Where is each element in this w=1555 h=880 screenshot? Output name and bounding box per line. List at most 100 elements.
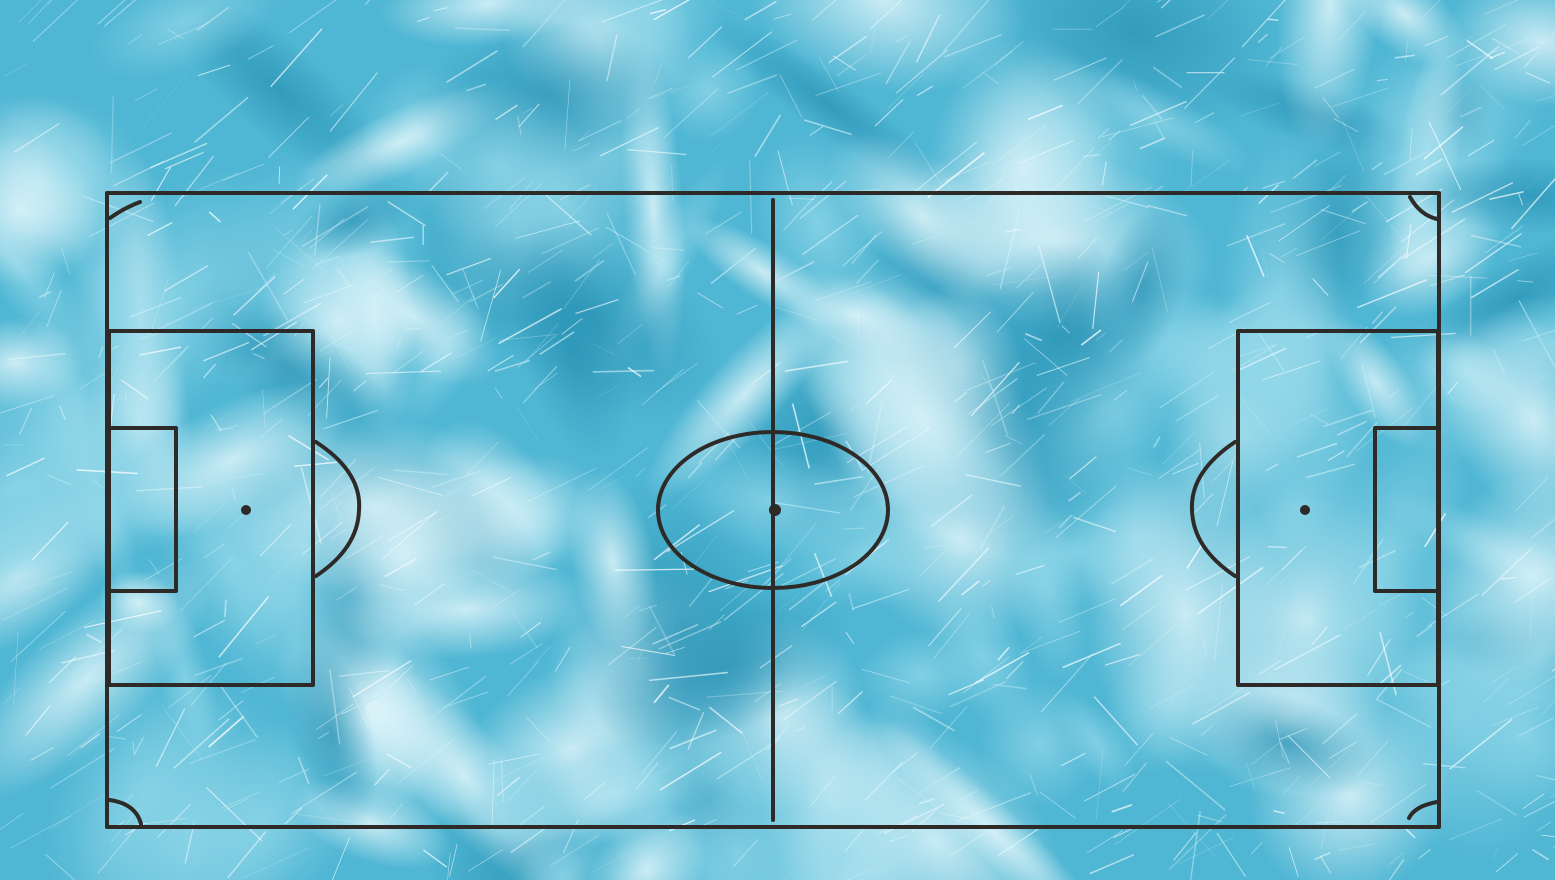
ice-scratch [828,334,897,370]
ice-scratch [414,583,445,606]
ice-scratch [1460,106,1483,118]
ice-scratch [469,633,472,649]
ice-scratch [251,273,275,298]
ice-scratch [1241,102,1280,117]
ice-scratch [1122,0,1131,7]
ice-scratch [1424,35,1449,47]
ice-scratch [206,787,263,842]
ice-scratch [1202,638,1208,658]
ice-scratch [1440,45,1500,96]
ice-scratch [1388,858,1405,880]
ice-scratch [1415,158,1443,176]
ice-scratch [592,369,655,373]
ice-scratch [1246,762,1255,790]
ice-scratch [244,847,309,878]
ice-scratch [1356,279,1428,309]
ice-blob [855,628,989,722]
ice-scratch [498,333,559,341]
ice-scratch [31,521,69,561]
ice-scratch [1108,339,1124,354]
ice-scratch [1096,202,1130,222]
ice-scratch [666,510,735,553]
ice-scratch [1423,763,1466,769]
ice-scratch [1160,0,1171,9]
ice-scratch [961,789,979,800]
ice-scratch [447,852,451,880]
ice-scratch [289,0,337,34]
ice-scratch [507,660,540,697]
ice-scratch [1536,821,1552,831]
ice-scratch [1121,605,1156,631]
ice-scratch [853,464,925,498]
ice-scratch [1258,659,1282,676]
ice-scratch [194,657,243,677]
ice-scratch [1212,452,1241,482]
ice-scratch [1092,271,1100,329]
ice-scratch [1151,247,1169,313]
ice-scratch [814,475,864,485]
ice-scratch [1296,442,1338,458]
ice-scratch [284,807,303,825]
ice-scratch [1296,230,1361,257]
ice-scratch [962,656,1011,694]
ice-scratch [1522,124,1555,147]
ice-scratch [1194,112,1215,124]
ice-scratch [317,731,330,740]
ice-scratch [844,527,866,530]
ice-scratch [911,219,981,245]
ice-scratch [331,837,350,880]
ice-scratch [1017,140,1074,165]
ice-scratch [309,218,345,249]
ice-scratch [319,328,357,352]
ice-scratch [1133,81,1137,91]
ice-scratch [1514,578,1550,604]
ice-blob [1290,411,1473,714]
ice-scratch [1492,37,1519,54]
ice-scratch [1101,117,1174,138]
left-goal-area [107,426,178,593]
ice-scratch [828,35,868,64]
ice-scratch [1367,639,1391,676]
ice-scratch [927,152,985,199]
ice-scratch [376,476,443,496]
ice-scratch [92,661,143,684]
ice-scratch [754,683,781,703]
ice-scratch [1462,36,1472,41]
ice-scratch [46,290,62,327]
ice-scratch [202,363,217,379]
ice-scratch [766,726,789,751]
ice-blob [1276,0,1383,153]
ice-scratch [606,34,618,82]
ice-scratch [197,64,231,77]
ice-blob [753,131,884,319]
ice-scratch [1101,161,1107,186]
ice-scratch [1401,198,1455,243]
ice-scratch [1338,10,1367,41]
ice-scratch [1226,222,1286,247]
ice-scratch [1124,732,1154,766]
ice-scratch [0,812,24,831]
ice-scratch [1519,583,1530,594]
ice-scratch [495,104,518,121]
ice-scratch [442,691,489,709]
ice-scratch [326,357,331,419]
ice-scratch [1394,54,1416,59]
ice-scratch [1246,235,1265,277]
ice-scratch [653,524,701,561]
ice-scratch [446,50,498,83]
ice-scratch [1237,393,1272,436]
ice-scratch [1165,760,1226,811]
ice-scratch [1446,23,1507,59]
ice-scratch [1484,225,1524,254]
ice-scratch [887,131,915,159]
ice-scratch [796,726,807,732]
ice-scratch [438,485,460,506]
ice-scratch [1523,800,1555,818]
ice-scratch [779,74,803,118]
ice-scratch [1110,557,1154,585]
ice-scratch [903,432,921,445]
ice-scratch [866,397,884,474]
ice-scratch [370,236,415,243]
ice-scratch [1003,212,1066,248]
ice-scratch [1147,204,1188,217]
